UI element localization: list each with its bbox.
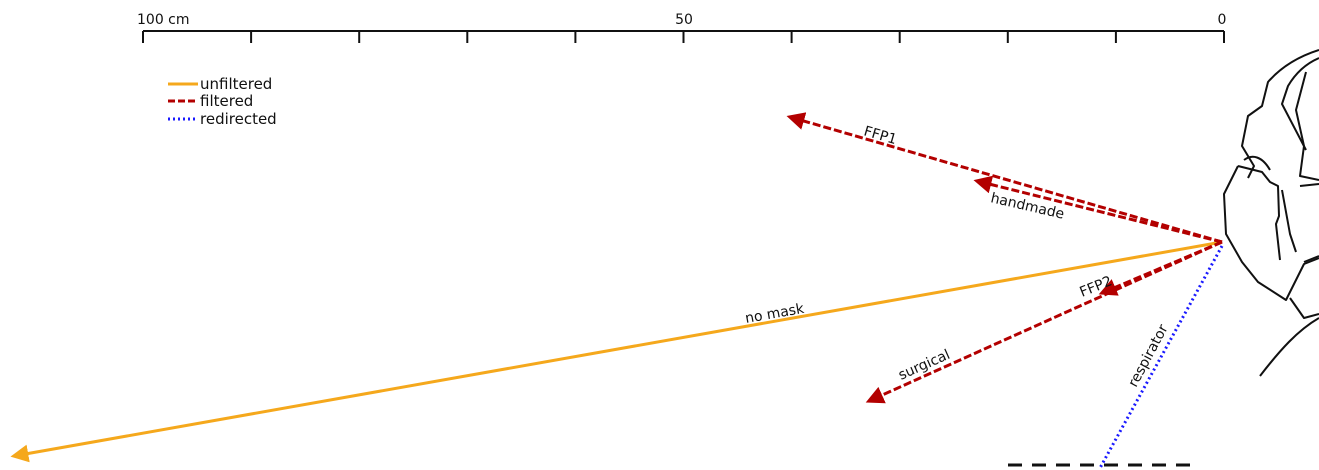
airflow-arrows <box>10 112 1224 469</box>
flow-line-respirator <box>1098 245 1224 469</box>
flow-arrow-ffp2 <box>1098 240 1223 296</box>
legend-item-filtered: filtered <box>168 92 253 110</box>
flow-arrow-ffp1 <box>786 112 1223 244</box>
flow-label-respirator: respirator <box>1125 322 1171 390</box>
flow-label-ffp2: FFP2 <box>1078 273 1115 300</box>
legend-label-filtered: filtered <box>200 92 253 110</box>
scale-label-100: 100 cm <box>137 12 190 28</box>
flow-labels: FFP1 handmade no mask FFP2 surgical resp… <box>744 123 1172 389</box>
legend-label-unfiltered: unfiltered <box>200 75 272 93</box>
distance-scale: 100 cm 50 0 <box>137 12 1226 43</box>
flow-label-handmade: handmade <box>989 190 1066 222</box>
scale-label-0: 0 <box>1218 12 1227 28</box>
flow-arrow-no-mask <box>10 240 1223 463</box>
legend-label-redirected: redirected <box>200 110 277 128</box>
head-with-face-mask-icon <box>1223 49 1319 377</box>
scale-label-50: 50 <box>675 12 693 28</box>
scale-ticks <box>142 31 1225 43</box>
legend: unfiltered filtered redirected <box>168 75 277 128</box>
flow-arrow-surgical <box>865 240 1223 404</box>
flow-arrow-handmade <box>973 175 1223 244</box>
flow-label-no-mask: no mask <box>744 301 806 327</box>
legend-item-unfiltered: unfiltered <box>168 75 272 93</box>
flow-label-surgical: surgical <box>896 347 952 384</box>
legend-item-redirected: redirected <box>168 110 277 128</box>
